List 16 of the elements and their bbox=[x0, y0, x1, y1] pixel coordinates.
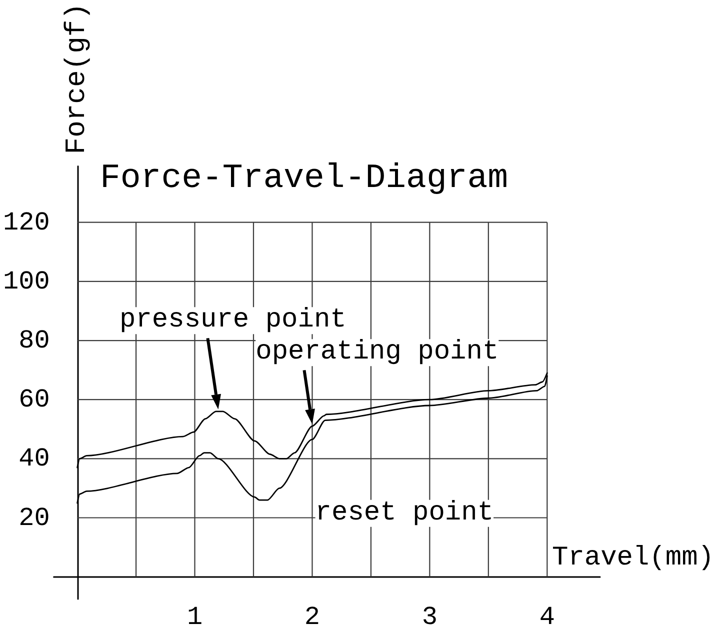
x-tick-label: 4 bbox=[539, 602, 555, 630]
y-tick-label: 20 bbox=[18, 502, 50, 533]
y-tick-label: 40 bbox=[18, 444, 50, 474]
annotation: operating point bbox=[256, 338, 499, 368]
y-tick-label: 100 bbox=[2, 266, 50, 296]
x-tick-label: 1 bbox=[186, 602, 203, 630]
x-axis-title: Travel(mm) bbox=[552, 543, 714, 574]
y-tick-label: 60 bbox=[18, 384, 50, 415]
chart-title: Force-Travel-Diagram bbox=[100, 160, 508, 198]
y-axis-title: Force(gf) bbox=[62, 2, 93, 154]
annotation: reset point bbox=[315, 498, 494, 528]
x-tick-label: 2 bbox=[304, 602, 320, 630]
annotation: pressure point bbox=[120, 306, 346, 336]
y-tick-label: 120 bbox=[2, 207, 50, 238]
x-tick-label: 3 bbox=[422, 602, 438, 630]
y-tick-label: 80 bbox=[18, 326, 50, 356]
